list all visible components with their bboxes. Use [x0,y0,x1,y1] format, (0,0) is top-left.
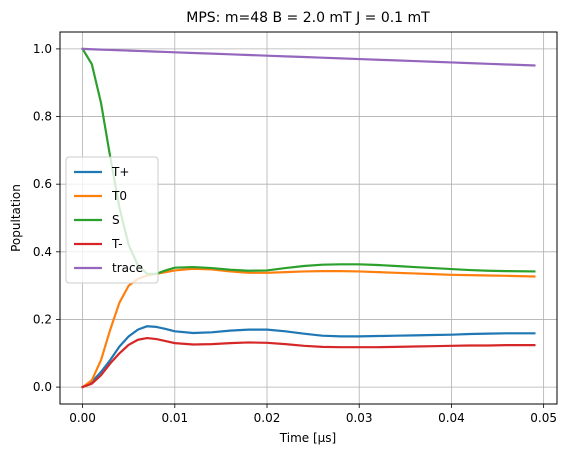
grid-layer [60,32,557,404]
y-tick-label: 0.0 [33,380,52,394]
plot-frame [59,31,558,405]
x-tick-label: 0.03 [346,411,373,425]
legend-box [65,156,159,284]
series-line-trace [81,47,536,67]
x-tick-label: 0.01 [161,411,188,425]
series-line-t [81,336,536,389]
y-tick-label: 1.0 [33,42,52,56]
legend-label: T+ [111,165,129,179]
x-tick-label: 0.02 [254,411,281,425]
y-tick-label: 0.6 [33,177,52,191]
x-axis-label: Time [μs] [279,431,336,445]
legend-label: T0 [111,189,127,203]
y-axis-label: Popultation [9,184,23,252]
x-tick-label: 0.05 [530,411,557,425]
y-tick-label: 0.8 [33,110,52,124]
x-tick-label: 0.04 [438,411,465,425]
legend: T+ T0 S T-trace [65,156,159,284]
legend-label: trace [112,261,143,275]
series-line-t [81,325,536,389]
y-tick-label: 0.2 [33,312,52,326]
legend-label: T- [111,237,123,251]
y-tick-label: 0.4 [33,245,52,259]
chart-title: MPS: m=48 B = 2.0 mT J = 0.1 mT [186,10,430,26]
series-line-t0 [81,267,536,389]
x-tick-label: 0.00 [69,411,96,425]
legend-label: S [112,213,120,227]
tick-layer: 0.00 0.01 0.02 0.03 0.04 0.05 0.0 0.2 0.4 0.6 0.8 1… [33,42,557,425]
